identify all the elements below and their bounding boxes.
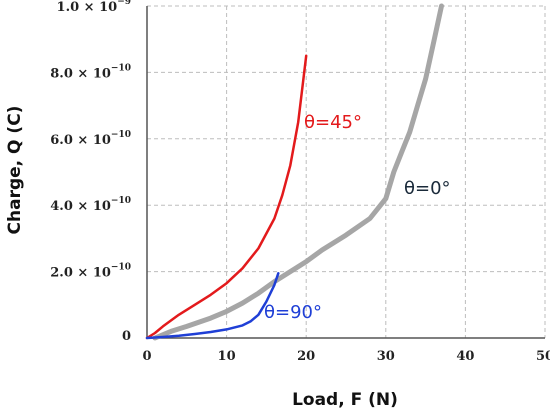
series-line-theta-45 bbox=[145, 54, 308, 340]
x-tick-label: 50 bbox=[536, 349, 550, 364]
series-line-theta-0 bbox=[152, 3, 444, 341]
x-tick-label: 20 bbox=[297, 349, 315, 364]
grid bbox=[147, 5, 546, 338]
plot-frame bbox=[146, 6, 545, 339]
series-label-theta-90: θ=90° bbox=[264, 302, 322, 323]
y-tick-label: 8.0 × 10−10 bbox=[50, 63, 131, 81]
y-axis-label: Charge, Q (C) bbox=[5, 106, 25, 235]
series-line-theta-90 bbox=[145, 272, 280, 340]
series-labels: θ=45° θ=0° θ=90° bbox=[264, 112, 451, 323]
y-tick-label: 4.0 × 10−10 bbox=[50, 196, 131, 214]
y-tick-label: 1.0 × 10−9 bbox=[57, 0, 131, 15]
x-axis-label: Load, F (N) bbox=[292, 390, 398, 410]
series-label-theta-0: θ=0° bbox=[404, 178, 451, 199]
series-label-theta-45: θ=45° bbox=[304, 112, 362, 133]
y-tick-label: 0 bbox=[122, 329, 131, 344]
x-tick-label: 30 bbox=[377, 349, 395, 364]
y-tick-label: 2.0 × 10−10 bbox=[50, 263, 131, 281]
x-tick-label: 40 bbox=[456, 349, 474, 364]
x-tick-label: 0 bbox=[142, 349, 151, 364]
x-tick-label: 10 bbox=[218, 349, 236, 364]
y-tick-label: 6.0 × 10−10 bbox=[50, 130, 131, 148]
tick-labels: 0 10 20 30 40 50 0 2.0 × 10−10 4.0 × 10−10 6.0 × … bbox=[50, 0, 550, 364]
series-lines bbox=[145, 3, 444, 341]
